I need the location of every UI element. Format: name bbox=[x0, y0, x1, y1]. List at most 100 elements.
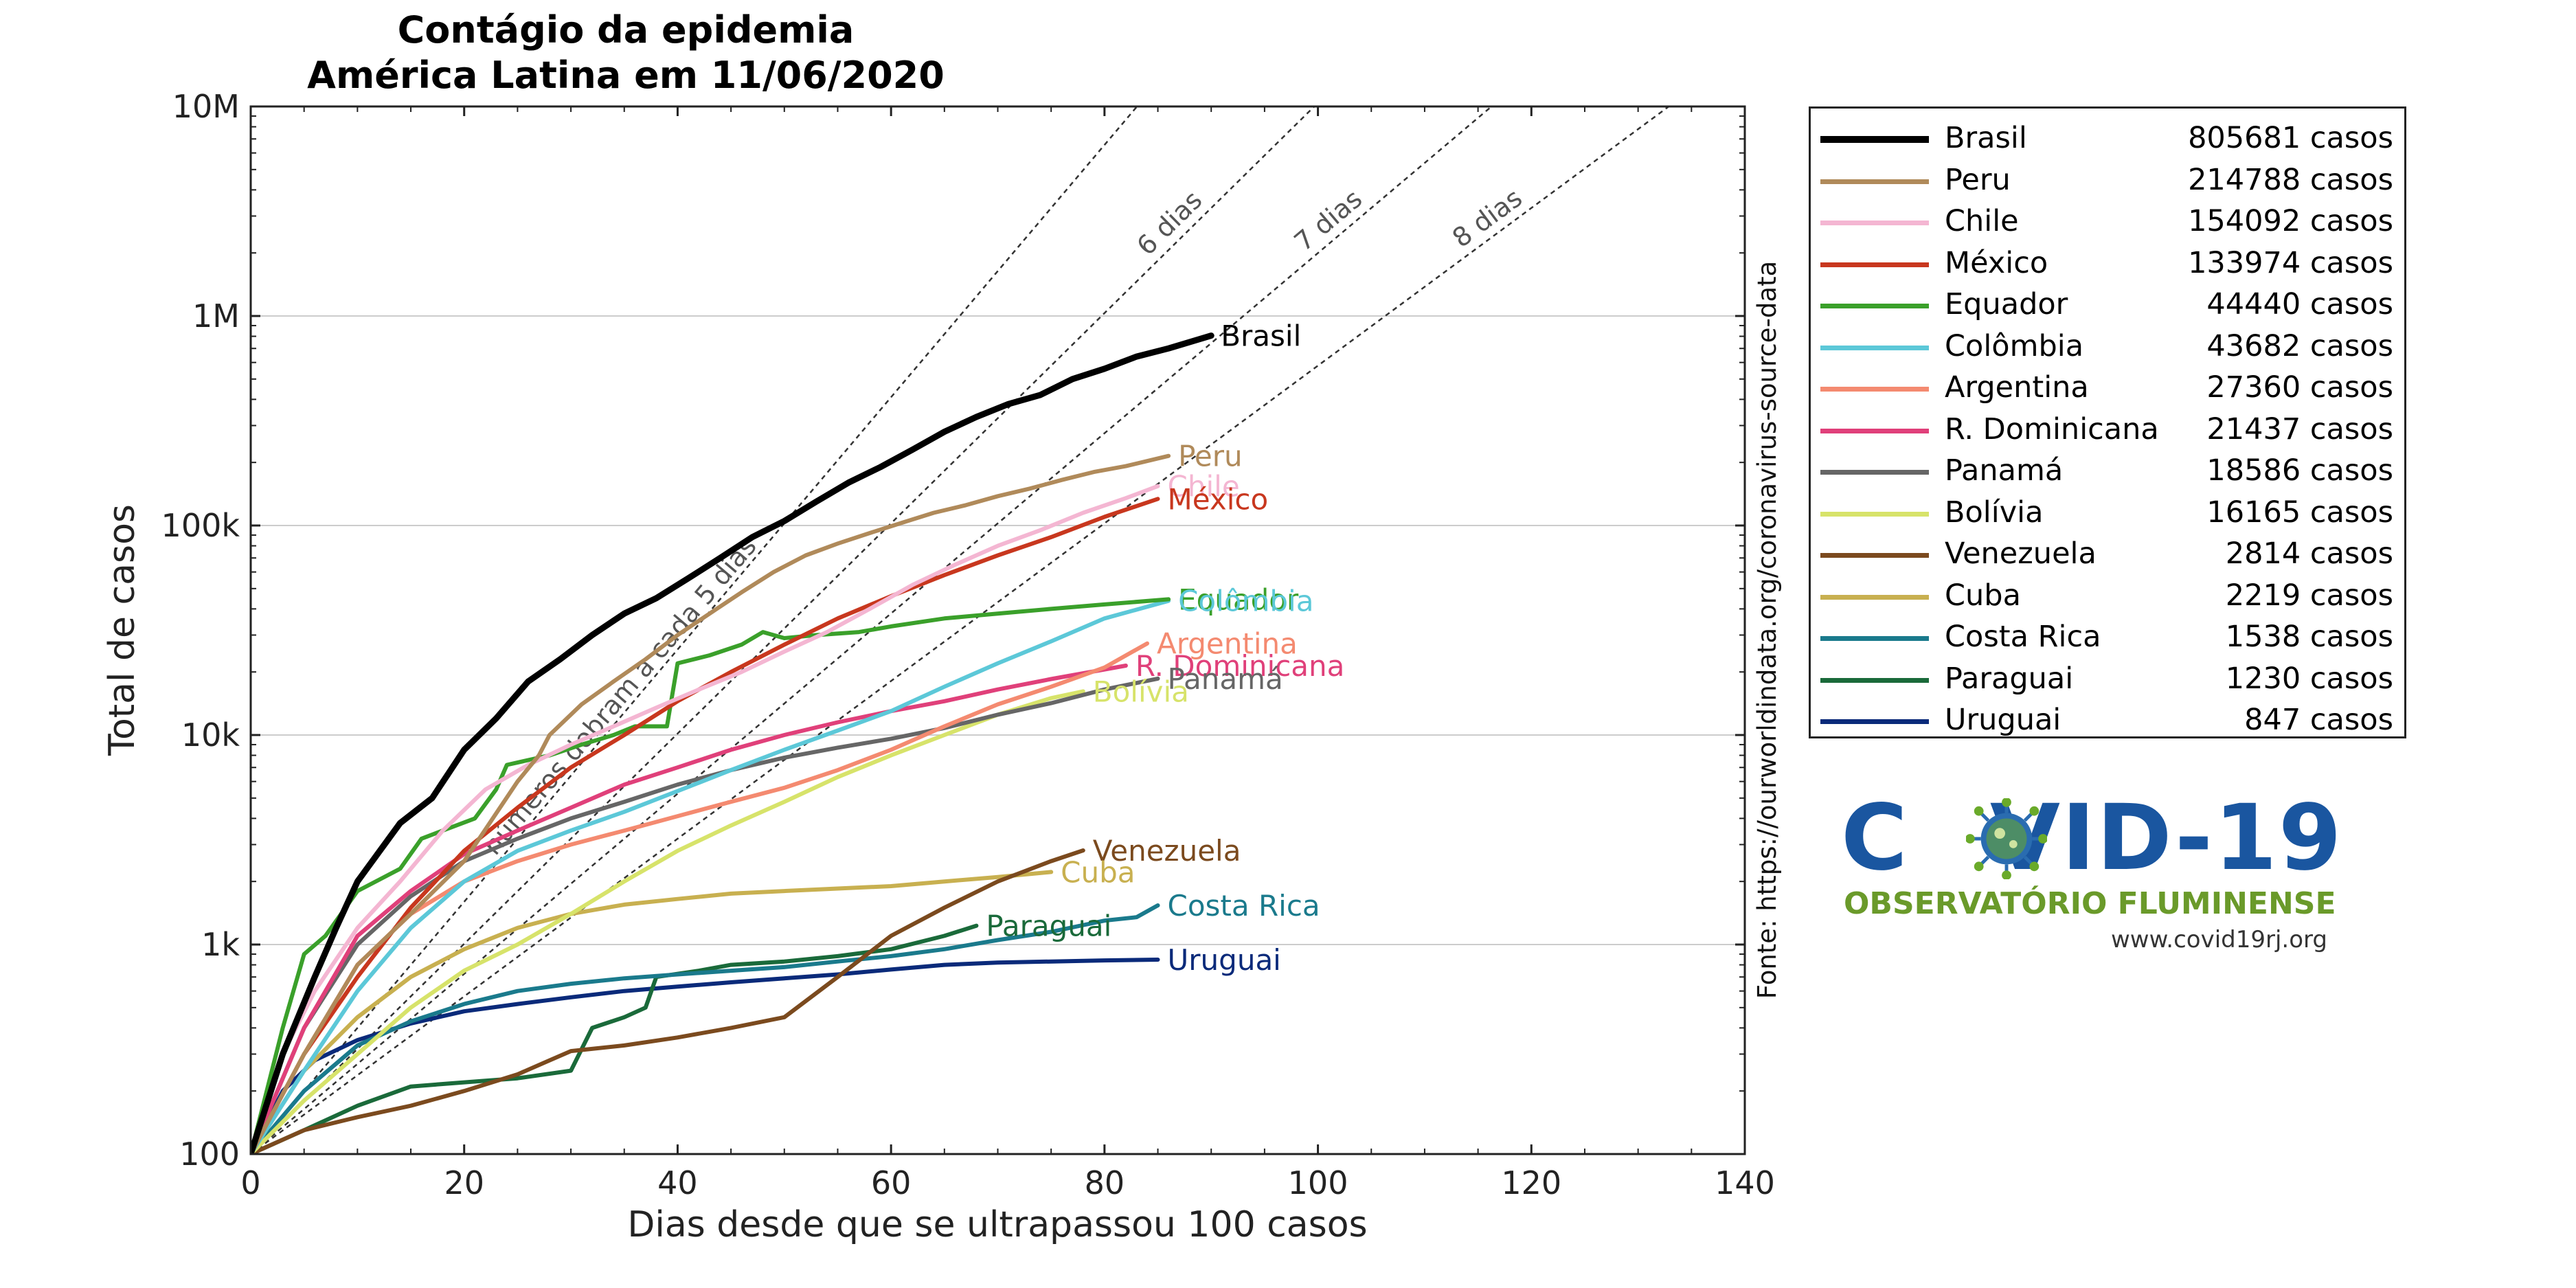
legend-name: Argentina bbox=[1945, 370, 2089, 405]
series-line-col-mbia bbox=[251, 598, 1171, 1154]
axis-ticks: 0 20 40 60 80 100 120 140 100 1k 10k 100k 1M 10M bbox=[161, 88, 1775, 1201]
series-end-label: México bbox=[1168, 482, 1269, 516]
legend-count: 847 casos bbox=[2244, 703, 2393, 737]
reference-label-8-days: 8 dias bbox=[1447, 183, 1528, 253]
legend-count: 43682 casos bbox=[2206, 328, 2393, 363]
series-line-cuba bbox=[251, 870, 1054, 1154]
legend-name: Costa Rica bbox=[1945, 620, 2101, 654]
coronavirus-icon bbox=[1966, 798, 2047, 879]
legend-count: 16165 casos bbox=[2206, 495, 2393, 530]
series-end-label: Venezuela bbox=[1093, 834, 1241, 868]
series-end-label: Uruguai bbox=[1168, 943, 1281, 977]
legend-item: Argentina 27360 casos bbox=[1811, 368, 2404, 409]
series-end-label: Panamá bbox=[1168, 662, 1283, 696]
series-end-label: Colômbia bbox=[1178, 585, 1313, 618]
reference-line-5-days bbox=[251, 106, 1138, 1154]
legend-count: 18586 casos bbox=[2206, 453, 2393, 488]
series-line-chile bbox=[251, 484, 1160, 1154]
series-end-label: Paraguai bbox=[986, 909, 1111, 943]
series-line-bol-via bbox=[251, 689, 1085, 1154]
logo-letters-vid19: VID-19 bbox=[1989, 785, 2343, 891]
series-line-uruguai bbox=[251, 958, 1160, 1154]
y-tick-label: 100 bbox=[179, 1136, 240, 1173]
legend-swatch bbox=[1820, 262, 1929, 267]
logo-letter-c: C bbox=[1841, 785, 1909, 891]
y-tick-label: 100k bbox=[161, 507, 240, 544]
legend-name: Colômbia bbox=[1945, 328, 2084, 363]
covid-observatorio-logo: C VID-19 OBSERVATÓRIO FLUMINENSE www.covi… bbox=[1841, 790, 2342, 962]
x-tick-label: 120 bbox=[1501, 1164, 1561, 1201]
legend-item: Panamá 18586 casos bbox=[1811, 451, 2404, 492]
source-text: Fonte: https://ourworldindata.org/corona… bbox=[1752, 261, 1782, 999]
y-tick-label: 10k bbox=[181, 716, 240, 754]
legend-item: Equador 44440 casos bbox=[1811, 284, 2404, 326]
series-line-costa-rica bbox=[251, 903, 1160, 1154]
doubling-reference-lines bbox=[251, 106, 1670, 1154]
x-tick-label: 20 bbox=[444, 1164, 484, 1201]
x-axis-label: Dias desde que se ultrapassou 100 casos bbox=[627, 1204, 1367, 1245]
logo-wordmark: C VID-19 bbox=[1841, 790, 2343, 886]
y-tick-label: 10M bbox=[172, 88, 240, 125]
reference-line-6-days bbox=[251, 106, 1315, 1154]
legend-name: México bbox=[1945, 245, 2048, 280]
x-tick-label: 0 bbox=[240, 1164, 260, 1201]
legend-name: Peru bbox=[1945, 162, 2011, 197]
reference-line-8-days bbox=[251, 106, 1670, 1154]
y-tick-label: 1k bbox=[201, 926, 240, 963]
legend-item: Peru 214788 casos bbox=[1811, 160, 2404, 201]
series-end-label: Brasil bbox=[1221, 319, 1301, 353]
series-lines bbox=[251, 332, 1214, 1154]
logo-url: www.covid19rj.org bbox=[2110, 926, 2327, 953]
series-line-r-dominicana bbox=[251, 664, 1128, 1154]
legend-name: Chile bbox=[1945, 204, 2019, 238]
chart-title-line-2: América Latina em 11/06/2020 bbox=[307, 54, 945, 97]
series-end-label: Bolívia bbox=[1093, 675, 1189, 708]
series-line-brasil bbox=[251, 332, 1214, 1154]
legend-count: 1538 casos bbox=[2225, 620, 2393, 654]
legend-count: 214788 casos bbox=[2188, 162, 2393, 197]
legend-item: Colômbia 43682 casos bbox=[1811, 326, 2404, 368]
legend-swatch bbox=[1820, 594, 1929, 600]
legend-count: 805681 casos bbox=[2188, 121, 2393, 155]
legend-count: 27360 casos bbox=[2206, 370, 2393, 405]
legend-swatch bbox=[1820, 387, 1929, 392]
legend-item: R. Dominicana 21437 casos bbox=[1811, 409, 2404, 451]
x-tick-label: 100 bbox=[1288, 1164, 1348, 1201]
x-tick-label: 140 bbox=[1715, 1164, 1775, 1201]
series-end-label: Argentina bbox=[1157, 627, 1298, 661]
y-tick-label: 1M bbox=[192, 297, 240, 335]
legend-count: 154092 casos bbox=[2188, 204, 2393, 238]
legend-count: 44440 casos bbox=[2206, 287, 2393, 321]
reference-line-7-days bbox=[251, 106, 1493, 1154]
legend-swatch bbox=[1820, 470, 1929, 475]
y-axis-label: Total de casos bbox=[102, 504, 143, 756]
legend-name: Equador bbox=[1945, 287, 2068, 321]
legend-name: Panamá bbox=[1945, 453, 2064, 488]
x-tick-label: 80 bbox=[1085, 1164, 1125, 1201]
legend-item: Cuba 2219 casos bbox=[1811, 576, 2404, 617]
legend-name: Cuba bbox=[1945, 578, 2021, 613]
legend: Brasil 805681 casos Peru 214788 casos Chile 1… bbox=[1809, 106, 2406, 738]
legend-count: 21437 casos bbox=[2206, 411, 2393, 447]
series-line-peru bbox=[251, 453, 1171, 1154]
legend-name: R. Dominicana bbox=[1945, 411, 2159, 447]
series-end-label: Chile bbox=[1168, 470, 1240, 504]
legend-swatch bbox=[1820, 221, 1929, 225]
legend-count: 1230 casos bbox=[2225, 661, 2393, 696]
legend-count: 133974 casos bbox=[2188, 245, 2393, 280]
legend-name: Brasil bbox=[1945, 121, 2027, 155]
series-end-label: Peru bbox=[1178, 440, 1243, 473]
gridlines bbox=[251, 106, 1745, 1155]
legend-item: México 133974 casos bbox=[1811, 243, 2404, 284]
logo-subtitle: OBSERVATÓRIO FLUMINENSE bbox=[1844, 886, 2336, 921]
plot-frame bbox=[249, 105, 1746, 1155]
legend-item: Costa Rica 1538 casos bbox=[1811, 617, 2404, 658]
legend-item: Uruguai 847 casos bbox=[1811, 700, 2404, 741]
legend-swatch bbox=[1820, 636, 1929, 641]
legend-swatch bbox=[1820, 677, 1929, 683]
legend-item: Paraguai 1230 casos bbox=[1811, 659, 2404, 700]
legend-name: Paraguai bbox=[1945, 661, 2074, 696]
series-end-label: Costa Rica bbox=[1168, 889, 1320, 923]
legend-item: Brasil 805681 casos bbox=[1811, 118, 2404, 159]
